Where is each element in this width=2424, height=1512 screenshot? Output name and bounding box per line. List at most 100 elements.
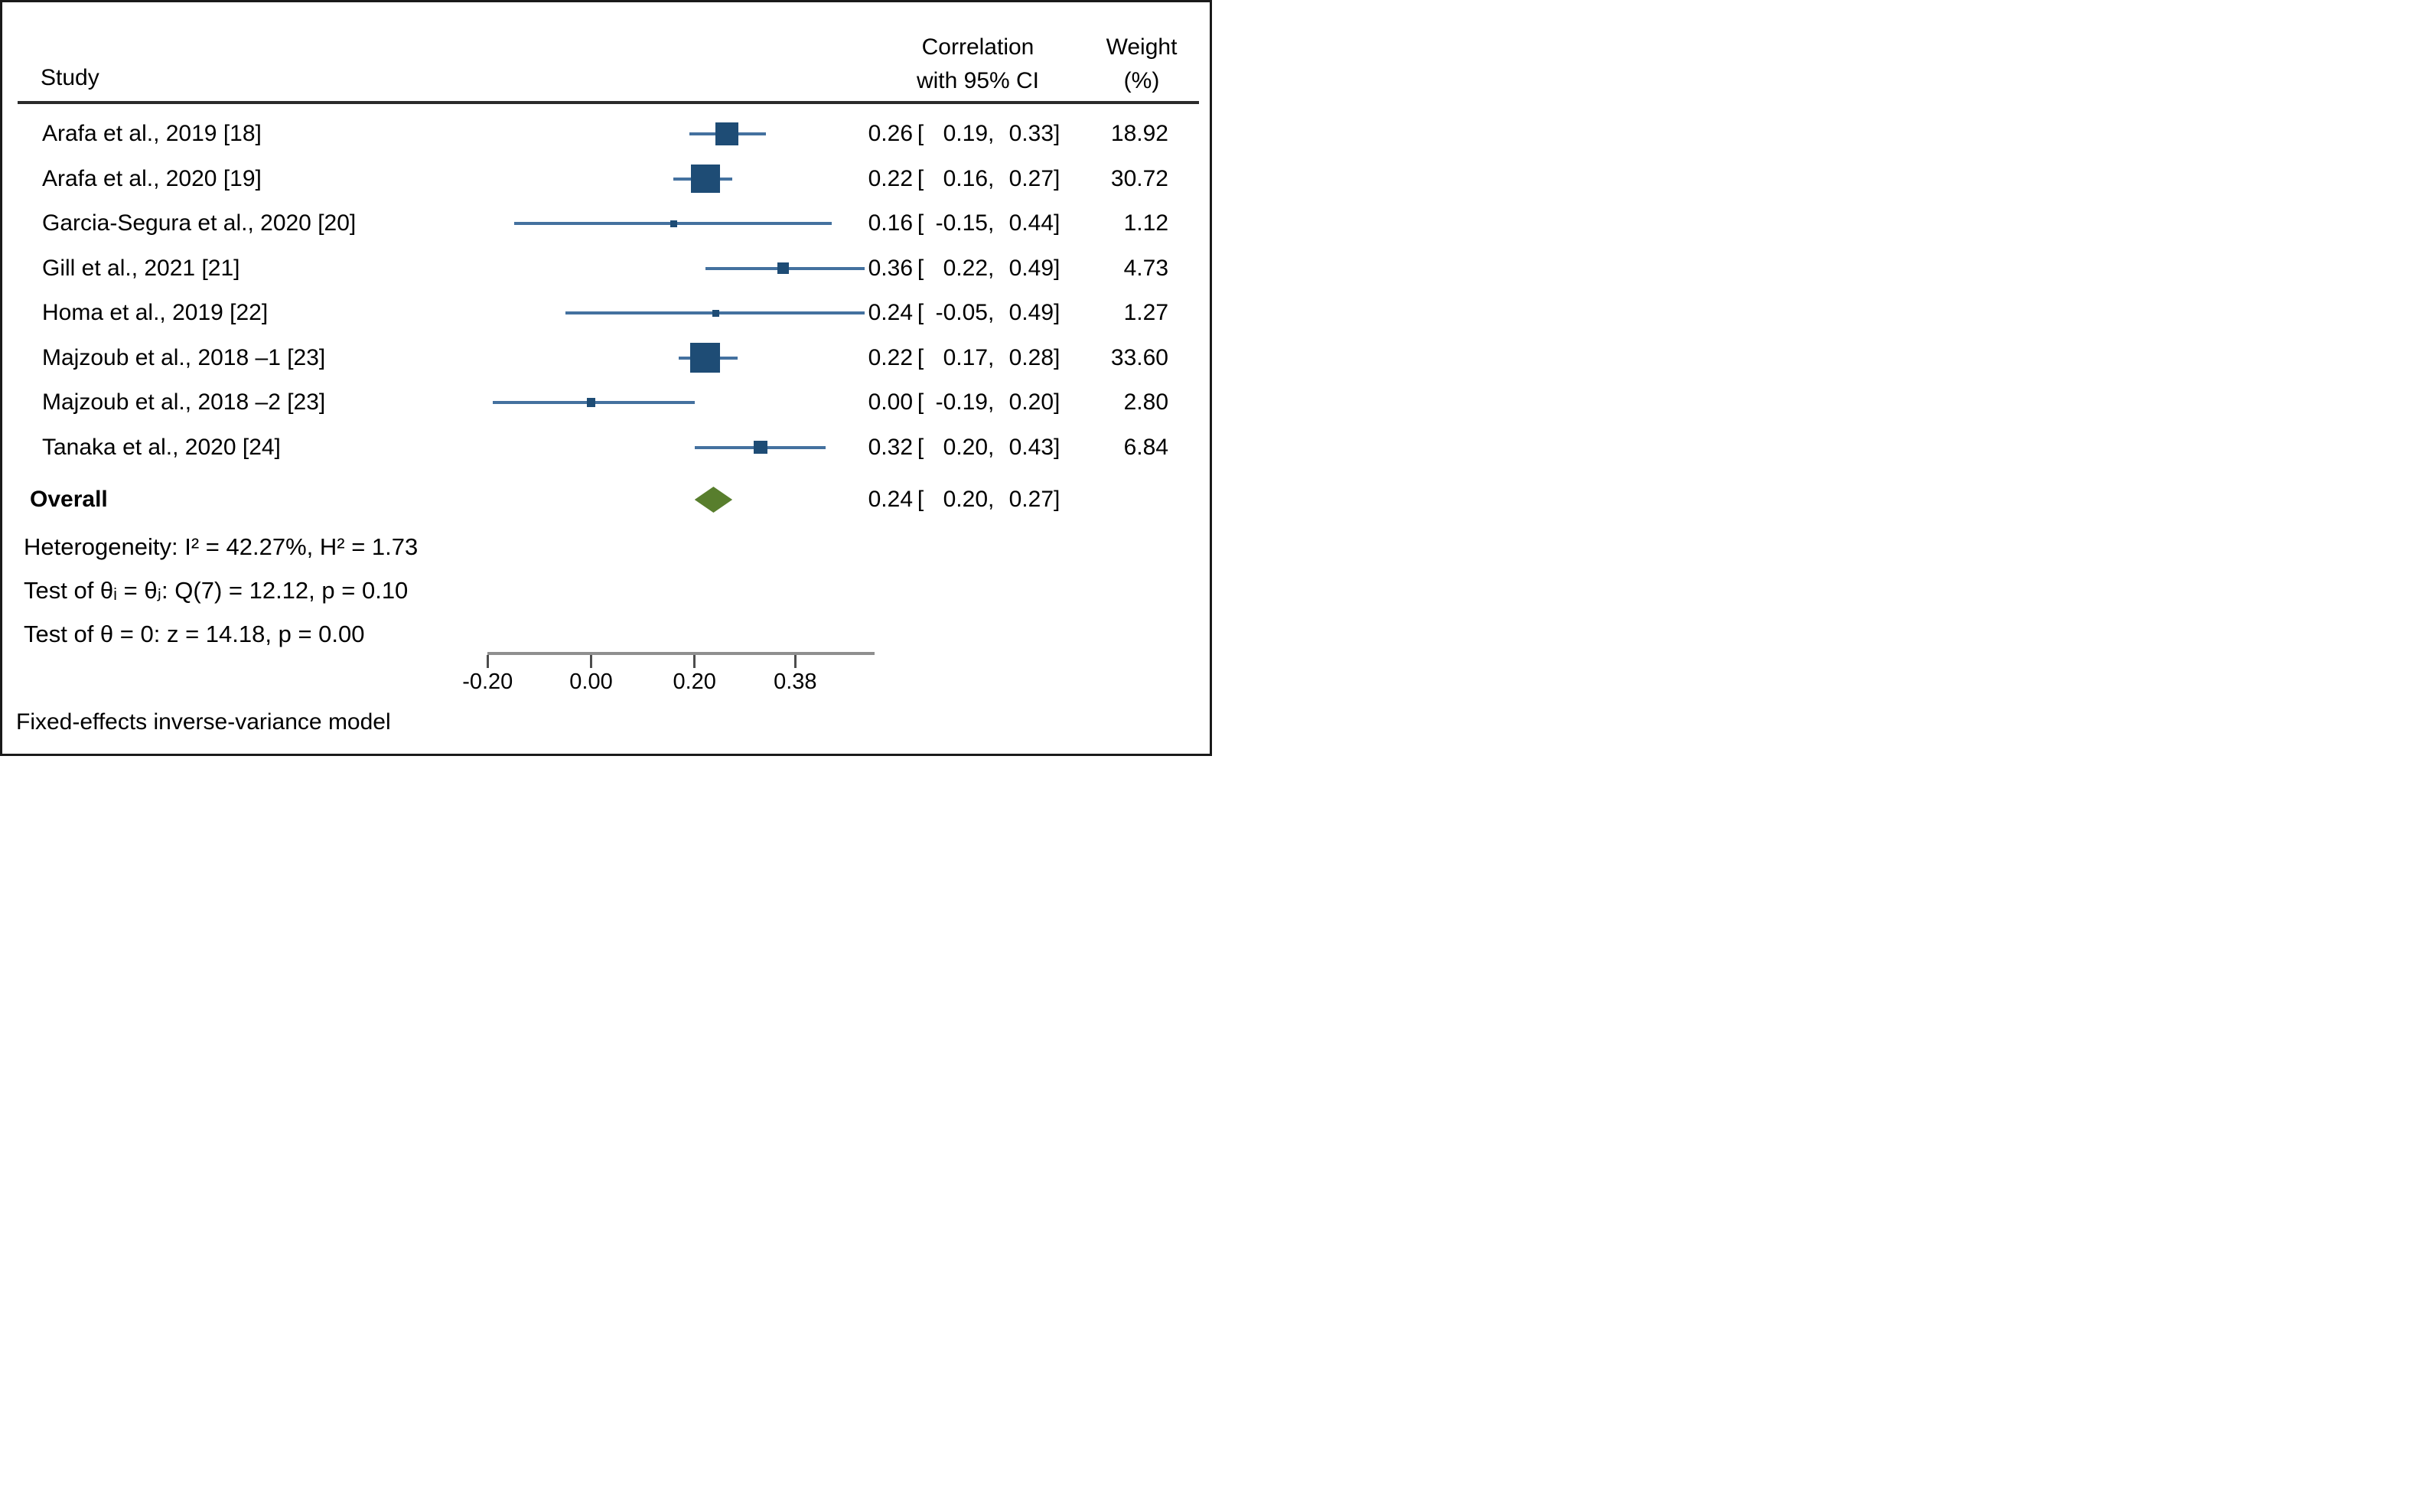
- effect-value-group: 0.22[0.17, 0.28]: [862, 345, 1066, 371]
- close-bracket: ]: [1054, 121, 1060, 146]
- close-bracket: ]: [1054, 434, 1060, 460]
- ci-low-value: 0.22: [943, 255, 988, 281]
- test-theta-zero-text: Test of θ = 0: z = 14.18, p = 0.00: [24, 621, 365, 647]
- close-bracket: ]: [1054, 487, 1060, 512]
- study-label: Majzoub et al., 2018 –1 [23]: [42, 344, 326, 370]
- ci-low-value: 0.20: [943, 434, 988, 460]
- weight-value: 33.60: [1110, 344, 1168, 370]
- close-bracket: ]: [1054, 255, 1060, 281]
- weight-value: 1.12: [1123, 210, 1168, 236]
- close-bracket: ]: [1054, 344, 1060, 370]
- effect-marker: [753, 440, 767, 455]
- ci-high-value: 0.43: [1008, 434, 1054, 460]
- open-bracket: [: [917, 121, 924, 146]
- estimate-value: 0.26: [868, 121, 913, 146]
- ci-low-value: -0.19: [935, 389, 988, 415]
- effect-value-group: 0.26[0.19, 0.33]: [862, 121, 1066, 147]
- heterogeneity-text: Heterogeneity: I² = 42.27%, H² = 1.73: [24, 533, 419, 560]
- effect-value-group: 0.00[ -0.19, 0.20]: [862, 389, 1066, 415]
- study-label: Tanaka et al., 2020 [24]: [42, 434, 281, 460]
- study-label: Arafa et al., 2020 [19]: [42, 165, 262, 191]
- overall-label: Overall: [30, 487, 108, 512]
- estimate-value: 0.24: [868, 487, 913, 512]
- axis-tick-label: 0.00: [569, 670, 613, 694]
- open-bracket: [: [917, 344, 924, 370]
- ci-high-value: 0.27: [1008, 487, 1054, 512]
- x-axis-line: [487, 652, 875, 655]
- estimate-value: 0.16: [868, 210, 913, 236]
- open-bracket: [: [917, 434, 924, 460]
- effect-value-group: 0.24[0.20, 0.27]: [862, 487, 1066, 513]
- effect-value-group: 0.24[-0.05, 0.49]: [862, 300, 1066, 326]
- ci-high-value: 0.27: [1008, 165, 1054, 191]
- axis-tick: [486, 655, 489, 668]
- ci-low-value: -0.15: [935, 210, 988, 236]
- comma: ,: [988, 344, 995, 370]
- axis-tick-label: -0.20: [462, 670, 513, 694]
- comma: ,: [988, 165, 995, 191]
- ci-low-value: 0.20: [943, 487, 988, 512]
- study-label: Arafa et al., 2019 [18]: [42, 121, 262, 146]
- estimate-value: 0.32: [868, 434, 913, 460]
- effect-value-group: 0.36[0.22, 0.49]: [862, 256, 1066, 282]
- effect-value-group: 0.22[0.16, 0.27]: [862, 166, 1066, 192]
- effect-marker: [777, 262, 790, 274]
- close-bracket: ]: [1054, 389, 1060, 415]
- comma: ,: [988, 210, 995, 236]
- ci-high-value: 0.49: [1008, 255, 1054, 281]
- estimate-value: 0.36: [868, 255, 913, 281]
- open-bracket: [: [917, 487, 924, 512]
- open-bracket: [: [917, 165, 924, 191]
- comma: ,: [988, 121, 995, 146]
- open-bracket: [: [917, 210, 924, 236]
- ci-low-value: -0.05: [935, 300, 988, 325]
- ci-high-value: 0.49: [1008, 300, 1054, 325]
- ci-low-value: 0.16: [943, 165, 988, 191]
- close-bracket: ]: [1054, 165, 1060, 191]
- overall-diamond: [694, 487, 733, 513]
- test-theta-ij-text: Test of θᵢ = θⱼ: Q(7) = 12.12, p = 0.10: [24, 577, 409, 604]
- study-label: Homa et al., 2019 [22]: [42, 300, 269, 325]
- ci-high-value: 0.44: [1008, 210, 1054, 236]
- axis-tick-label: 0.38: [774, 670, 817, 694]
- open-bracket: [: [917, 389, 924, 415]
- effect-marker: [670, 220, 677, 227]
- weight-column-header-line2: (%): [1123, 68, 1160, 93]
- close-bracket: ]: [1054, 210, 1060, 236]
- estimate-value: 0.22: [868, 165, 913, 191]
- effect-marker: [715, 122, 738, 145]
- ci-high-value: 0.28: [1008, 344, 1054, 370]
- weight-value: 1.27: [1123, 300, 1168, 325]
- effect-marker: [712, 309, 720, 317]
- effect-value-group: 0.16[ -0.15, 0.44]: [862, 210, 1066, 236]
- comma: ,: [988, 255, 995, 281]
- open-bracket: [: [917, 300, 924, 325]
- ci-high-value: 0.20: [1008, 389, 1054, 415]
- ci-low-value: 0.19: [943, 121, 988, 146]
- weight-value: 4.73: [1123, 255, 1168, 281]
- ci-low-value: 0.17: [943, 344, 988, 370]
- effect-marker: [690, 164, 720, 194]
- axis-tick: [693, 655, 696, 668]
- estimate-value: 0.22: [868, 344, 913, 370]
- axis-tick: [793, 655, 797, 668]
- study-column-header: Study: [41, 65, 99, 90]
- effect-marker: [586, 398, 596, 407]
- comma: ,: [988, 487, 995, 512]
- open-bracket: [: [917, 255, 924, 281]
- effect-value-group: 0.32[0.20, 0.43]: [862, 435, 1066, 461]
- weight-value: 6.84: [1123, 434, 1168, 460]
- estimate-value: 0.00: [868, 389, 913, 415]
- weight-value: 30.72: [1110, 165, 1168, 191]
- study-label: Majzoub et al., 2018 –2 [23]: [42, 389, 326, 415]
- study-label: Gill et al., 2021 [21]: [42, 255, 240, 281]
- study-label: Garcia-Segura et al., 2020 [20]: [42, 210, 357, 236]
- forest-plot-figure: Study Correlation with 95% CI Weight (%)…: [0, 0, 1212, 756]
- ci-high-value: 0.33: [1008, 121, 1054, 146]
- comma: ,: [988, 389, 995, 415]
- model-footnote: Fixed-effects inverse-variance model: [16, 709, 391, 735]
- weight-value: 18.92: [1110, 121, 1168, 146]
- comma: ,: [988, 300, 995, 325]
- estimate-value: 0.24: [868, 300, 913, 325]
- axis-tick-label: 0.20: [673, 670, 716, 694]
